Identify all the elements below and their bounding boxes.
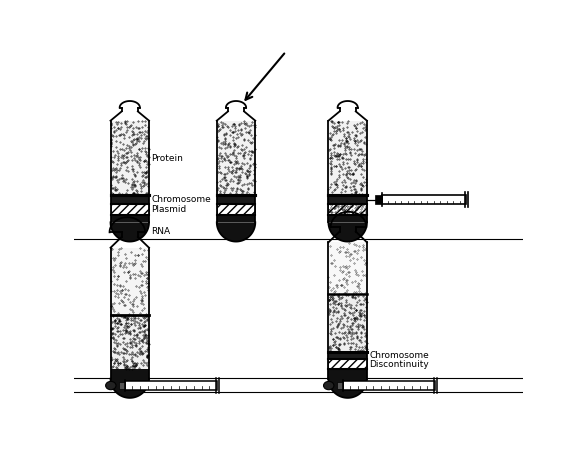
Wedge shape (328, 222, 367, 242)
Bar (328, 195, 367, 204)
Bar (111, 121, 149, 222)
Ellipse shape (324, 381, 334, 390)
Wedge shape (111, 222, 149, 242)
Wedge shape (328, 222, 367, 242)
Bar (328, 294, 367, 351)
Wedge shape (111, 378, 149, 398)
Bar (111, 315, 149, 369)
Bar (328, 204, 367, 215)
Bar (328, 121, 367, 222)
Bar (111, 215, 149, 222)
Bar (328, 242, 367, 294)
Ellipse shape (106, 381, 116, 390)
Wedge shape (111, 378, 149, 398)
Bar (111, 204, 149, 215)
Text: Discontinuity: Discontinuity (369, 360, 429, 369)
Bar (328, 369, 367, 378)
Wedge shape (328, 378, 367, 398)
Bar (118, 382, 125, 389)
Bar (328, 351, 367, 359)
Text: Plasmid: Plasmid (152, 205, 187, 214)
Bar (328, 359, 367, 369)
Bar (336, 382, 343, 389)
Bar (381, 195, 466, 204)
Bar (111, 195, 149, 204)
Bar (217, 204, 255, 215)
Text: RNA: RNA (152, 227, 170, 236)
Bar (328, 215, 367, 222)
Bar (125, 381, 217, 390)
Text: Chromosome: Chromosome (152, 195, 211, 204)
Bar (217, 121, 255, 195)
Text: Protein: Protein (152, 154, 183, 163)
Bar (217, 195, 255, 204)
Bar (111, 248, 149, 378)
Wedge shape (217, 222, 255, 242)
Wedge shape (328, 378, 367, 398)
Bar (328, 242, 367, 378)
Bar (111, 369, 149, 378)
Bar (217, 215, 255, 222)
Bar (217, 121, 255, 222)
Wedge shape (217, 222, 255, 242)
Bar (111, 248, 149, 315)
Bar (328, 121, 367, 195)
Bar (343, 381, 435, 390)
Bar (375, 195, 381, 204)
Text: Chromosome: Chromosome (369, 351, 429, 360)
Bar (111, 121, 149, 195)
Wedge shape (111, 222, 149, 242)
